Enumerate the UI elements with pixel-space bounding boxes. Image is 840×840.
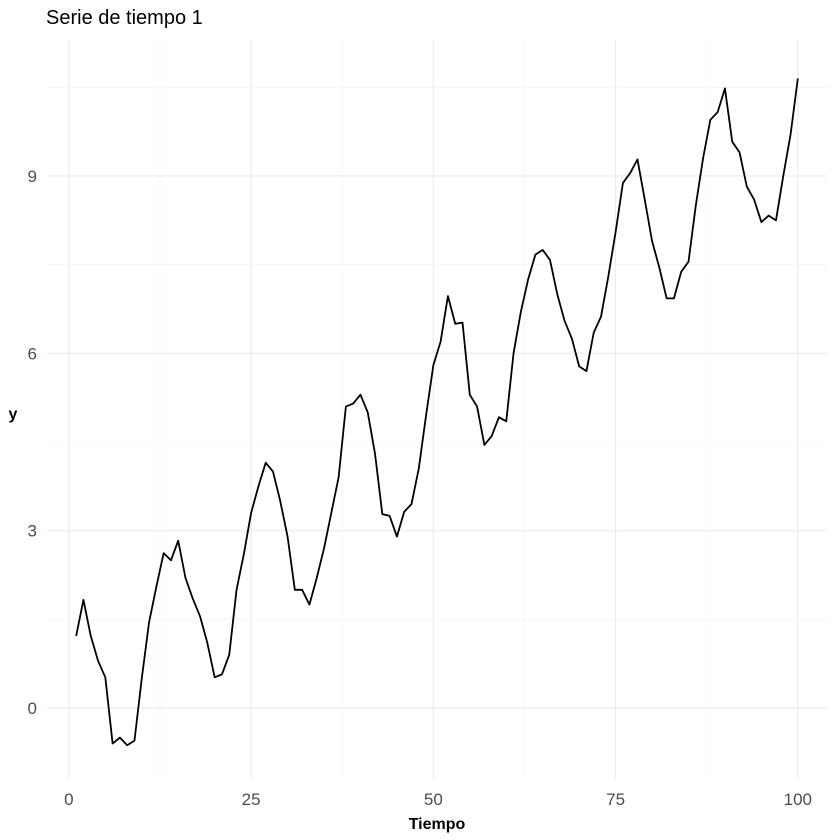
x-tick-label: 25 xyxy=(242,790,261,809)
y-tick-label: 6 xyxy=(28,344,37,363)
x-axis-ticks: 0 25 50 75 100 xyxy=(64,790,812,809)
y-tick-label: 0 xyxy=(28,699,37,718)
series-layer xyxy=(75,78,799,747)
y-tick-label: 9 xyxy=(28,167,37,186)
y-tick-label: 3 xyxy=(28,522,37,541)
grid xyxy=(47,40,827,779)
series-line xyxy=(75,78,799,747)
y-axis-ticks: 0 3 6 9 xyxy=(28,167,37,718)
x-axis-title: Tiempo xyxy=(409,816,466,833)
x-tick-label: 50 xyxy=(424,790,443,809)
x-tick-label: 75 xyxy=(606,790,625,809)
x-tick-label: 100 xyxy=(784,790,812,809)
chart-title: Serie de tiempo 1 xyxy=(46,7,203,29)
y-axis-title: y xyxy=(9,406,18,423)
x-tick-label: 0 xyxy=(64,790,73,809)
